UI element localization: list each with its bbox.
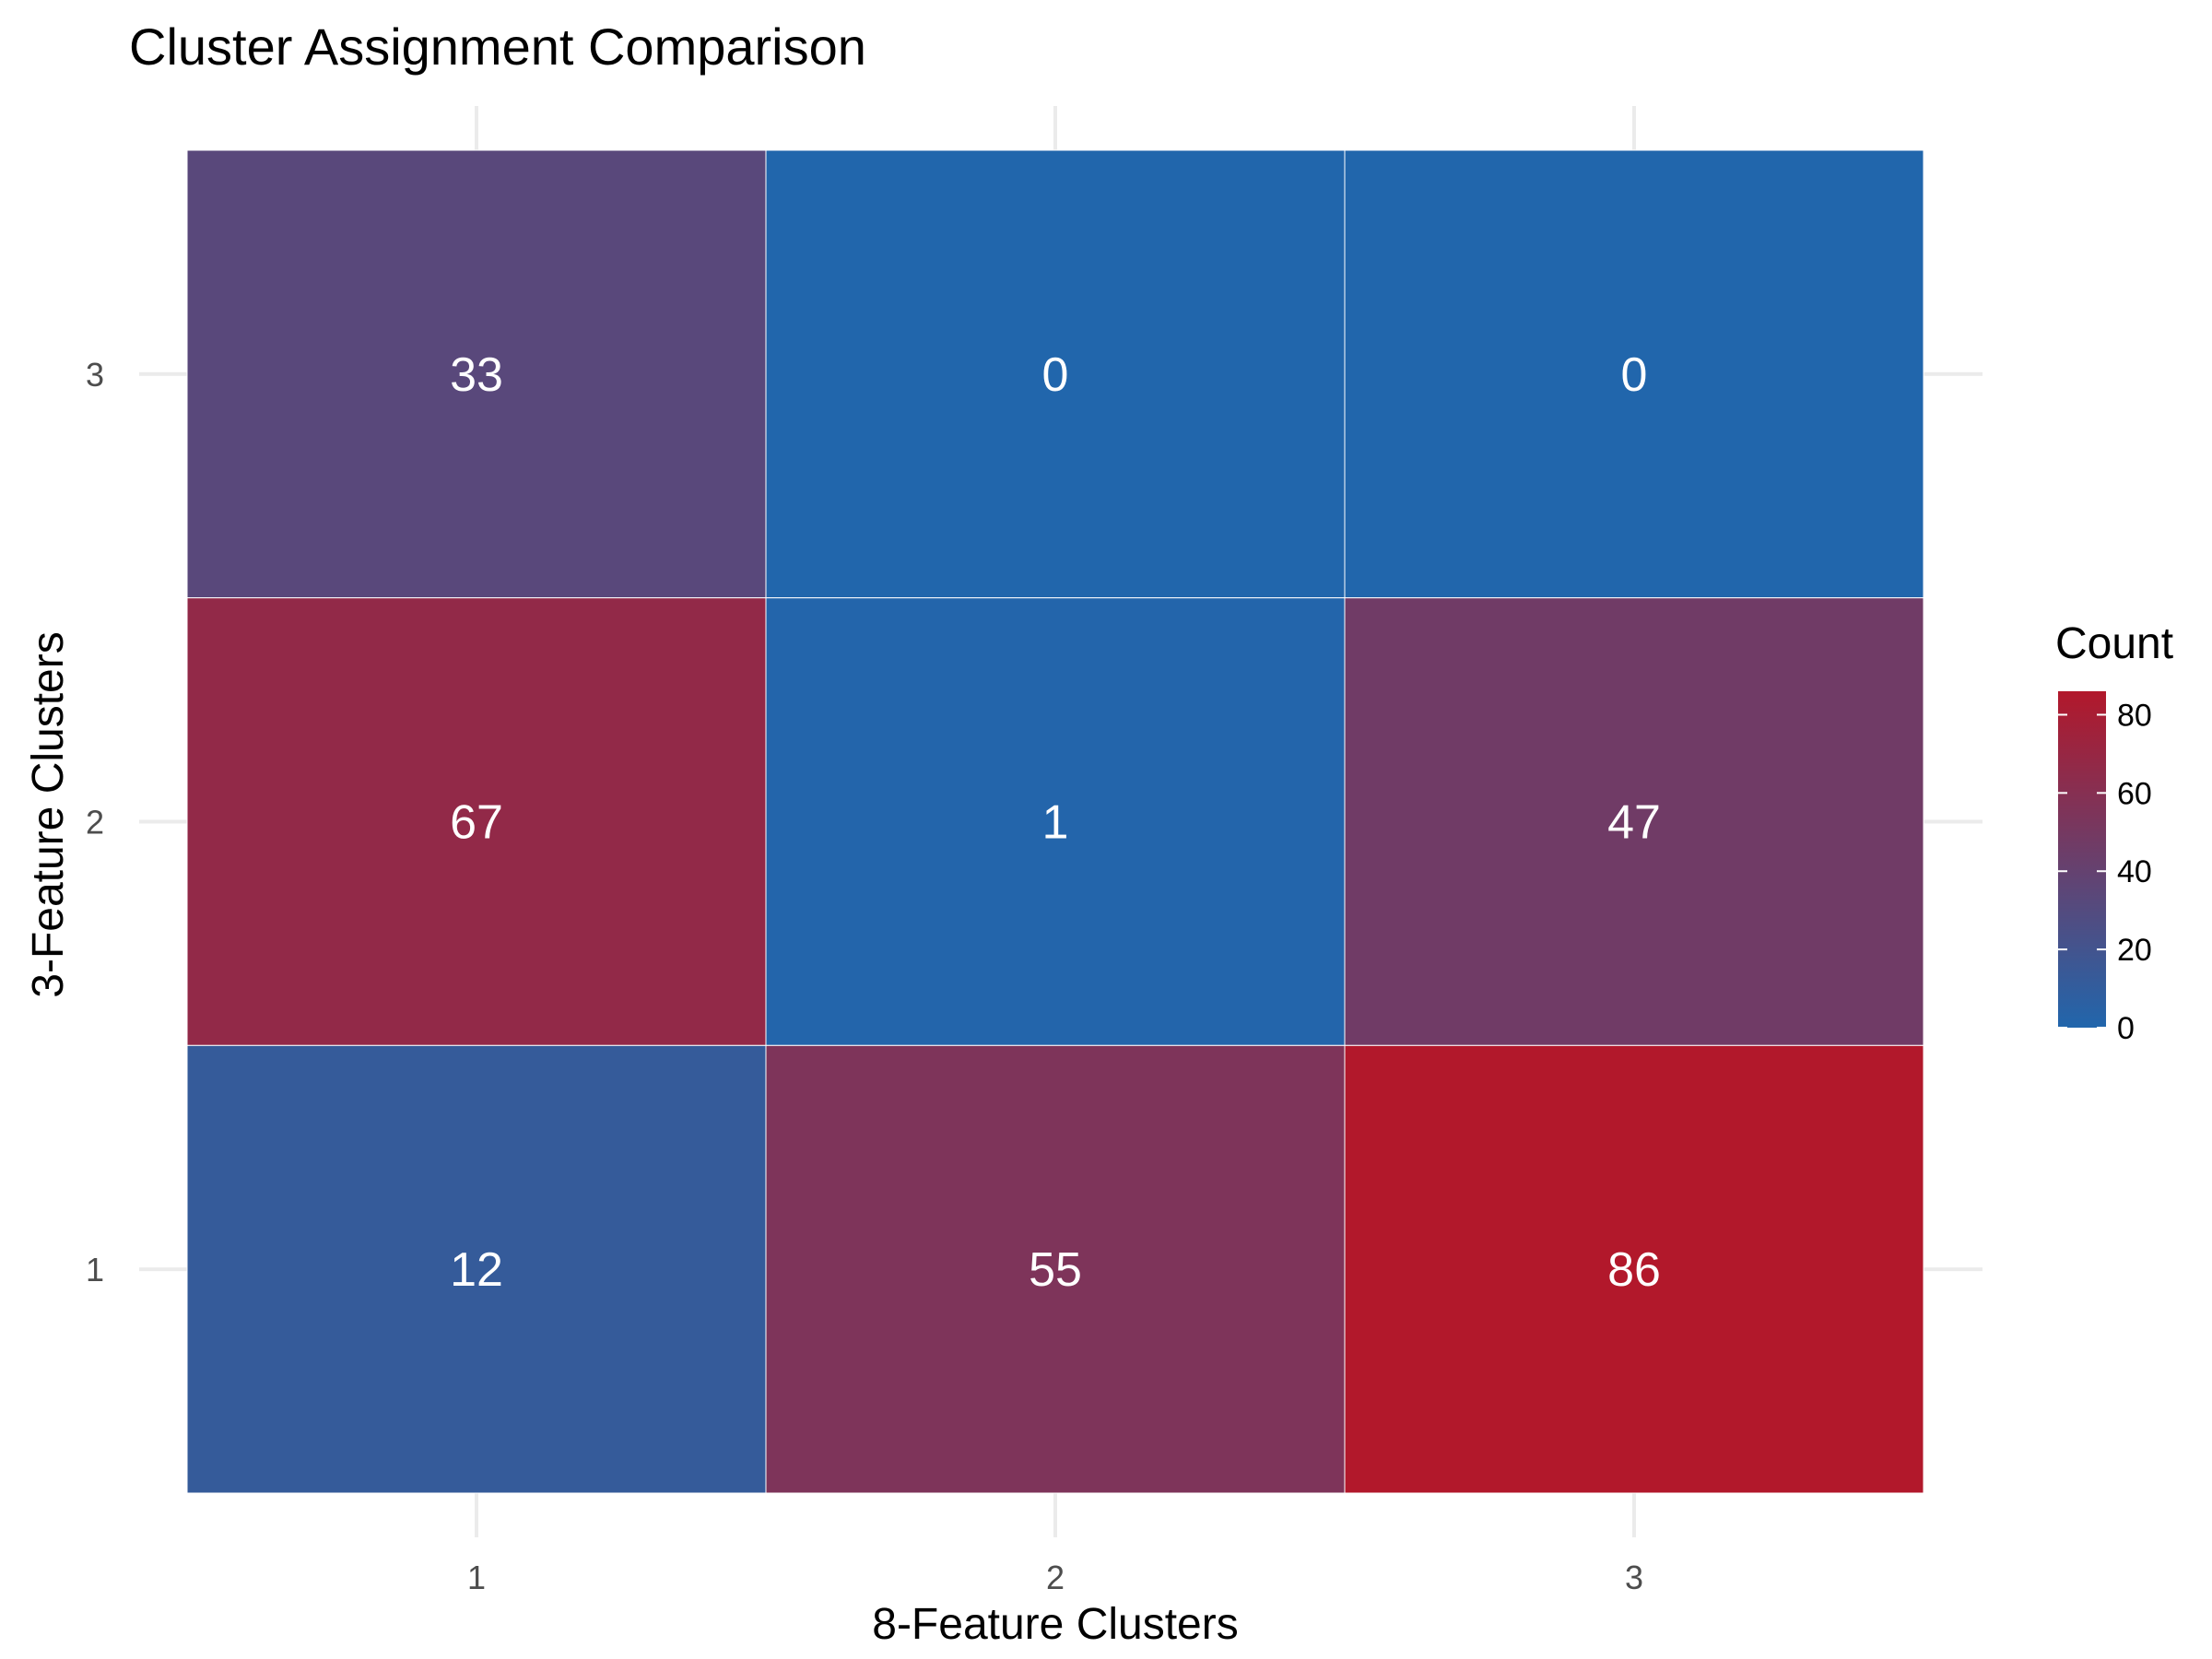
legend-colorbar xyxy=(2058,691,2106,1028)
cell-value-label: 33 xyxy=(450,348,503,402)
legend-tick-label: 40 xyxy=(2117,854,2152,889)
heatmap-cell xyxy=(1344,597,1924,1046)
heatmap-cells xyxy=(186,149,1924,1494)
legend-tick-label: 60 xyxy=(2117,776,2152,811)
y-tick-label: 1 xyxy=(86,1251,104,1288)
x-tick-label: 3 xyxy=(1625,1559,1643,1596)
heatmap-cell xyxy=(765,1044,1346,1494)
x-tick-label: 2 xyxy=(1046,1559,1065,1596)
legend-tick-label: 0 xyxy=(2117,1011,2135,1046)
cell-value-label: 55 xyxy=(1029,1243,1082,1297)
y-tick-label: 2 xyxy=(86,804,104,841)
legend-title: Count xyxy=(2055,619,2173,668)
cell-value-label: 86 xyxy=(1607,1243,1661,1297)
y-axis-ticks: 1 2 3 xyxy=(86,356,104,1288)
x-axis-title: 8-Feature Clusters xyxy=(872,1600,1238,1649)
heatmap-cell xyxy=(1344,149,1924,599)
cell-value-label: 47 xyxy=(1607,796,1661,850)
heatmap-cell xyxy=(186,1044,767,1494)
y-axis-title: 3-Feature Clusters xyxy=(24,631,73,997)
legend: Count 0 20 40 60 80 xyxy=(2055,619,2173,1046)
cell-value-label: 0 xyxy=(1621,348,1648,402)
cell-labels: 33 0 0 67 1 47 12 55 86 xyxy=(450,348,1661,1297)
heatmap-cell xyxy=(186,597,767,1046)
cell-value-label: 0 xyxy=(1042,348,1069,402)
cell-value-label: 1 xyxy=(1042,796,1069,850)
y-tick-label: 3 xyxy=(86,356,104,394)
legend-tick-label: 20 xyxy=(2117,933,2152,968)
heatmap-cell xyxy=(186,149,767,599)
legend-ticks: 0 20 40 60 80 xyxy=(2058,698,2152,1046)
x-axis-ticks: 1 2 3 xyxy=(467,1559,1643,1596)
heatmap-cell xyxy=(765,149,1346,599)
chart-title: Cluster Assignment Comparison xyxy=(129,18,866,76)
legend-tick-label: 80 xyxy=(2117,698,2152,733)
cell-value-label: 67 xyxy=(450,796,503,850)
cell-value-label: 12 xyxy=(450,1243,503,1297)
heatmap-cell xyxy=(1344,1044,1924,1494)
heatmap-cell xyxy=(765,597,1346,1046)
x-tick-label: 1 xyxy=(467,1559,486,1596)
